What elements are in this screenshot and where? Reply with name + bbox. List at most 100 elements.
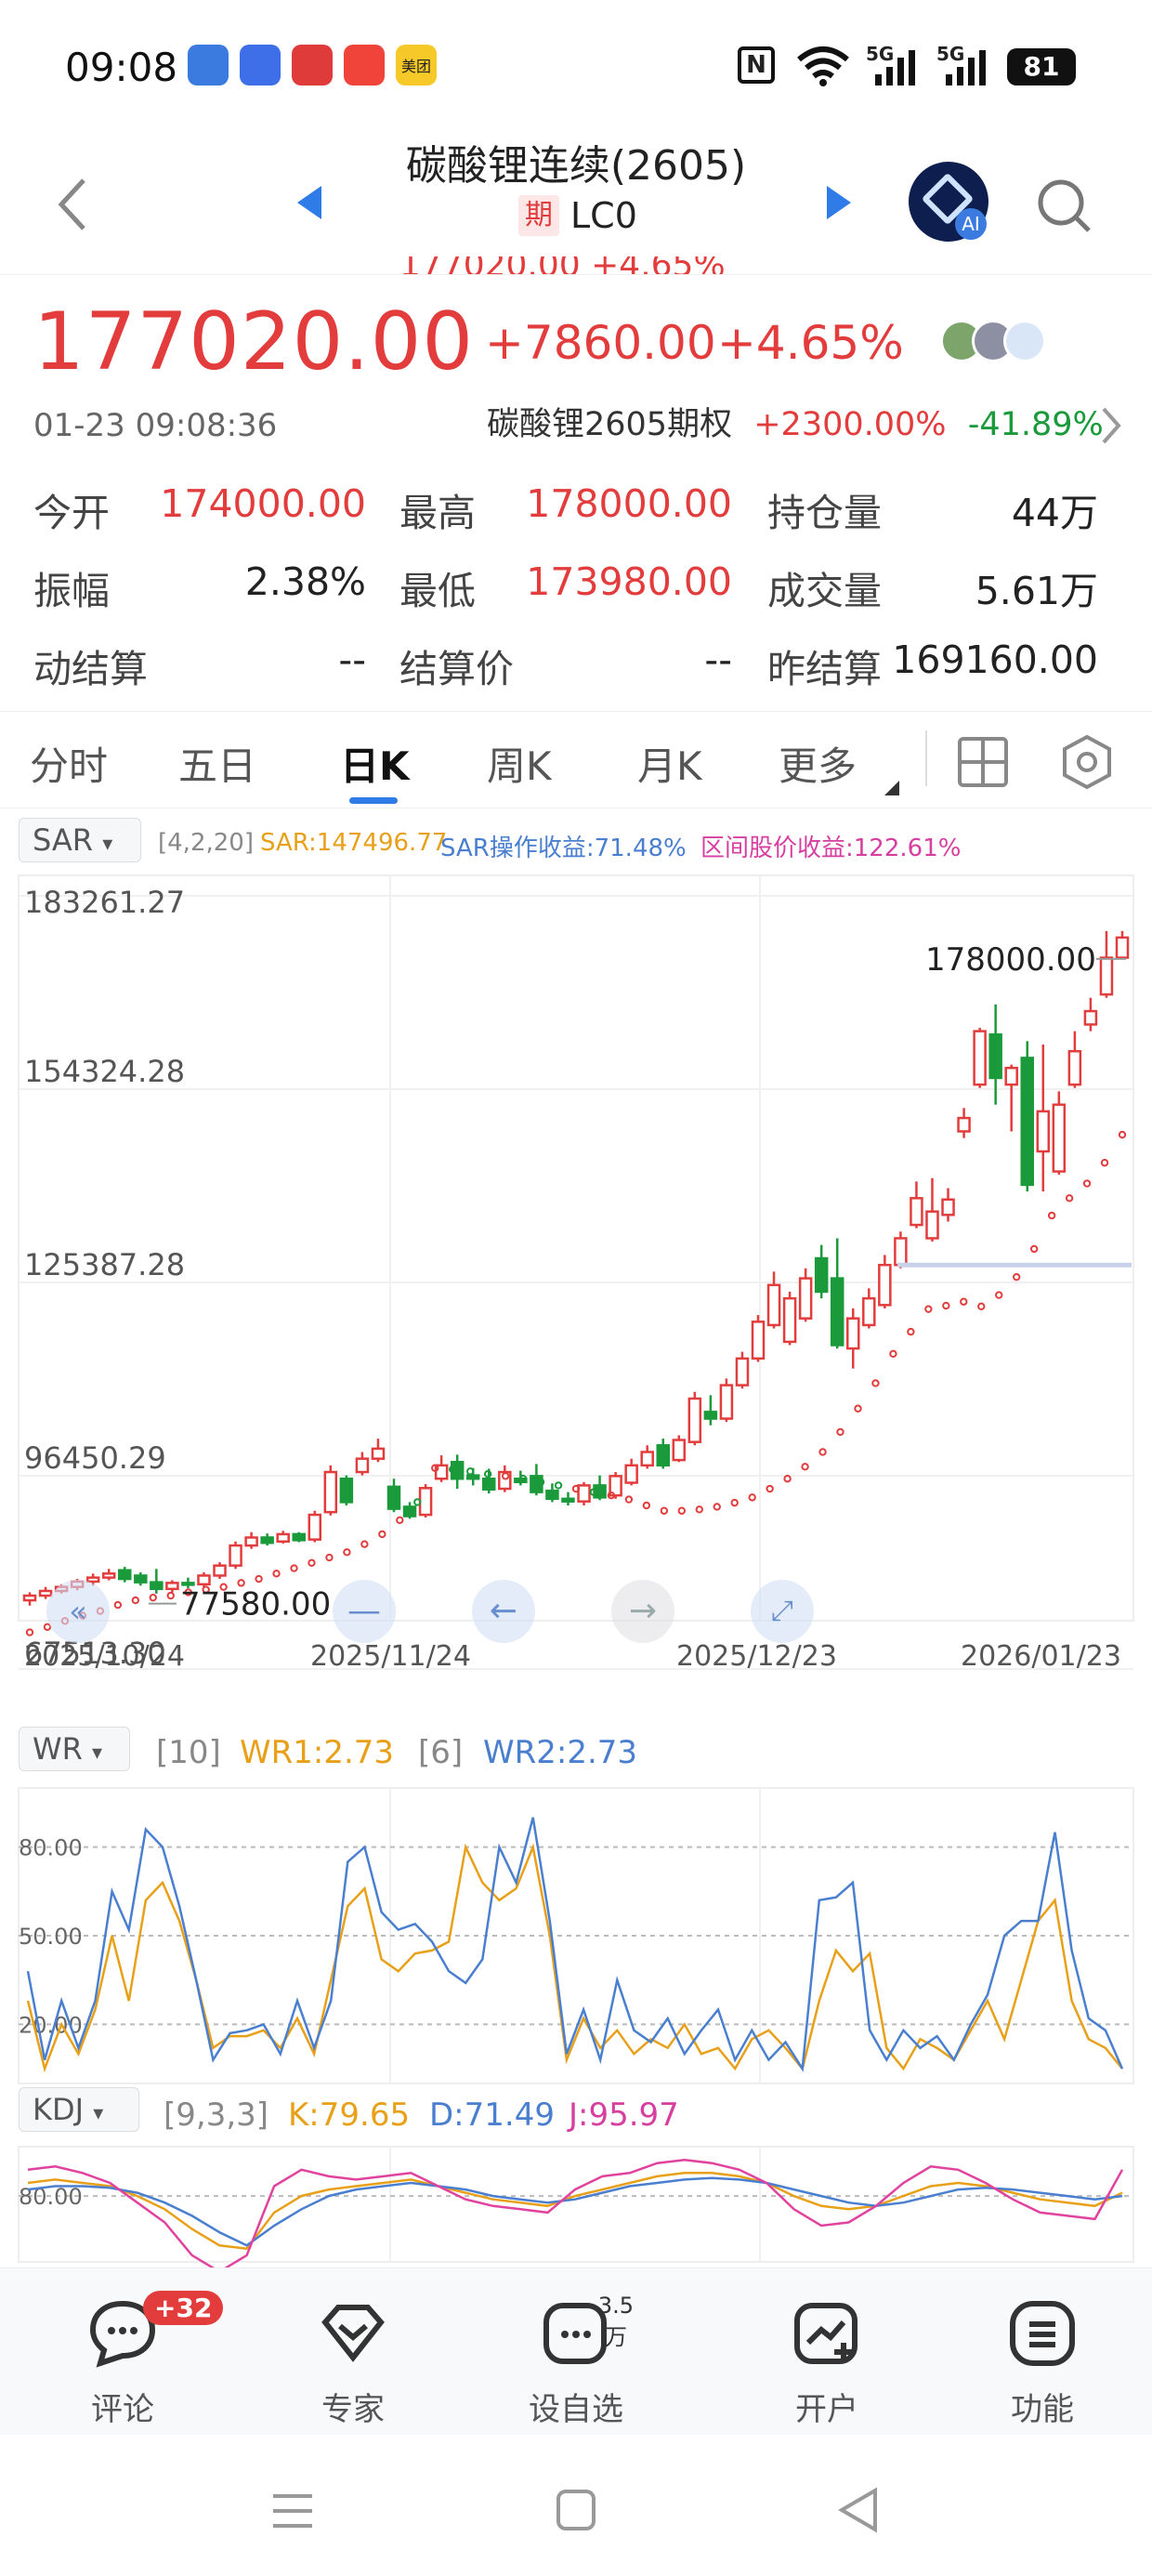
series-d bbox=[27, 2176, 1123, 2247]
nav-watchlist[interactable]: 设自选 3.5万 bbox=[511, 2293, 641, 2429]
x-tick-label: 2025/10/24 bbox=[24, 1640, 185, 1673]
status-time: 09:08 bbox=[65, 45, 178, 90]
tab-2[interactable]: 日K bbox=[340, 743, 410, 789]
stat-label: 持仓量 bbox=[767, 491, 882, 535]
sar-dot bbox=[113, 1600, 123, 1610]
sar-dot bbox=[343, 1548, 351, 1557]
kdj-k-value: K:79.65 bbox=[288, 2096, 411, 2134]
stat-value: 174000.00 bbox=[160, 481, 366, 526]
candle-body bbox=[134, 1574, 148, 1584]
sar-dot bbox=[465, 1467, 475, 1476]
wifi-icon bbox=[797, 46, 849, 86]
more-dropdown-icon bbox=[884, 781, 899, 795]
zoom-out-button[interactable]: — bbox=[333, 1580, 396, 1643]
candle-body bbox=[308, 1513, 322, 1541]
chevron-right-icon[interactable] bbox=[1100, 405, 1122, 446]
layout-grid-icon[interactable] bbox=[957, 736, 1009, 788]
scroll-right-button[interactable]: → bbox=[611, 1580, 674, 1643]
search-icon[interactable] bbox=[1033, 175, 1094, 236]
system-menu-icon[interactable] bbox=[269, 2491, 316, 2533]
y-tick-label: 50.00 bbox=[19, 1924, 83, 1950]
candle-body bbox=[386, 1485, 401, 1510]
sar-dot bbox=[1065, 1194, 1074, 1203]
kdj-chart: 80.00 bbox=[18, 2146, 1134, 2267]
wr-chart: 80.00 50.00 20.00 bbox=[18, 1787, 1134, 2084]
tab-1[interactable]: 五日 bbox=[178, 743, 257, 789]
sar-dot bbox=[818, 1448, 827, 1456]
candle-body bbox=[323, 1470, 338, 1514]
indicator-selector-wr[interactable]: WR ▾ bbox=[19, 1727, 130, 1771]
camera-app-icon bbox=[292, 45, 333, 85]
system-back-icon[interactable] bbox=[836, 2487, 879, 2533]
sar-dot bbox=[995, 1291, 1003, 1299]
indicator-selector-kdj[interactable]: KDJ ▾ bbox=[19, 2087, 139, 2132]
chart-frame bbox=[18, 874, 1134, 1622]
candle-body bbox=[22, 1594, 37, 1602]
ai-assistant-icon[interactable]: AI bbox=[909, 162, 988, 242]
watchlist-count: 3.5万 bbox=[597, 2293, 635, 2350]
candle-body bbox=[355, 1457, 370, 1474]
candle-body bbox=[38, 1589, 53, 1597]
system-home-icon[interactable] bbox=[556, 2489, 596, 2531]
scroll-left-fast-button[interactable]: « bbox=[46, 1580, 110, 1643]
stat-label: 结算价 bbox=[399, 647, 514, 691]
sar-selector-label: SAR bbox=[33, 822, 94, 858]
stat-value: 178000.00 bbox=[526, 481, 732, 526]
back-icon[interactable] bbox=[56, 177, 87, 232]
next-contract-icon[interactable] bbox=[827, 186, 851, 219]
candle-body bbox=[719, 1384, 734, 1420]
nav-expert[interactable]: 专家 bbox=[288, 2296, 418, 2429]
kdj-j-value: J:95.97 bbox=[569, 2096, 679, 2134]
candle-body bbox=[165, 1582, 179, 1591]
nav-expert-label: 专家 bbox=[321, 2391, 385, 2428]
candlestick-chart[interactable]: 183261.27 154324.28 125387.28 96450.29 67513… bbox=[0, 872, 1152, 1689]
system-navigation bbox=[0, 2435, 1152, 2576]
sar-params: [4,2,20] bbox=[158, 829, 254, 857]
nav-comment[interactable]: 评论 +32 bbox=[58, 2291, 224, 2429]
sar-dot bbox=[360, 1540, 369, 1548]
sar-value: SAR:147496.77 bbox=[260, 829, 448, 857]
tab-3[interactable]: 周K bbox=[487, 743, 552, 789]
nav-open-account-label: 开户 bbox=[795, 2391, 858, 2428]
sar-dot bbox=[431, 1464, 439, 1472]
candle-body bbox=[735, 1357, 750, 1387]
y-tick-label: 96450.29 bbox=[24, 1440, 166, 1476]
settings-icon[interactable] bbox=[1059, 734, 1115, 790]
nav-functions-label: 功能 bbox=[1011, 2391, 1074, 2428]
sar-dot bbox=[977, 1302, 986, 1310]
option-link[interactable]: 碳酸锂2605期权 +2300.00% -41.89% bbox=[487, 398, 1104, 444]
candle-body bbox=[609, 1475, 622, 1497]
tab-5[interactable]: 更多 bbox=[779, 743, 857, 789]
sar-range-return: 区间股价收益:122.61% bbox=[700, 835, 962, 862]
stat-value: -- bbox=[338, 637, 366, 682]
tab-4[interactable]: 月K bbox=[637, 743, 702, 789]
scroll-left-button[interactable]: ← bbox=[472, 1580, 535, 1643]
candle-body bbox=[687, 1397, 702, 1443]
sar-dot bbox=[483, 1470, 492, 1479]
nav-functions[interactable]: 功能 bbox=[977, 2296, 1107, 2429]
candle-body bbox=[640, 1451, 654, 1467]
network-type-1: 5G bbox=[866, 43, 895, 65]
add-watchlist-icon bbox=[543, 2303, 607, 2364]
candle-body bbox=[260, 1536, 274, 1544]
sar-dot bbox=[713, 1503, 721, 1511]
sar-dot bbox=[325, 1553, 334, 1562]
candle-body bbox=[846, 1317, 860, 1350]
kdj-d-value: D:71.49 bbox=[429, 2096, 555, 2134]
stat-label: 动结算 bbox=[33, 647, 148, 691]
nav-open-account[interactable]: 开户 bbox=[762, 2296, 892, 2429]
sar-dot bbox=[166, 1591, 175, 1600]
header: 碳酸锂连续(2605) 期 LC0 AI 177020.00 +4.65% bbox=[0, 121, 1152, 275]
candle-body bbox=[751, 1321, 766, 1360]
reset-view-button[interactable]: ⤢ bbox=[751, 1580, 814, 1643]
community-avatars[interactable] bbox=[940, 318, 1061, 364]
indicator-selector-sar[interactable]: SAR ▾ bbox=[19, 818, 141, 862]
candle-body bbox=[118, 1569, 132, 1581]
sar-op-return: SAR操作收益:71.48% bbox=[440, 835, 687, 862]
sar-dot bbox=[730, 1498, 739, 1507]
high-marker: 178000.00 bbox=[925, 941, 1096, 979]
prev-contract-icon[interactable] bbox=[297, 186, 321, 219]
candle-body bbox=[878, 1263, 892, 1307]
tab-0[interactable]: 分时 bbox=[30, 743, 109, 789]
sar-dot bbox=[871, 1379, 880, 1387]
